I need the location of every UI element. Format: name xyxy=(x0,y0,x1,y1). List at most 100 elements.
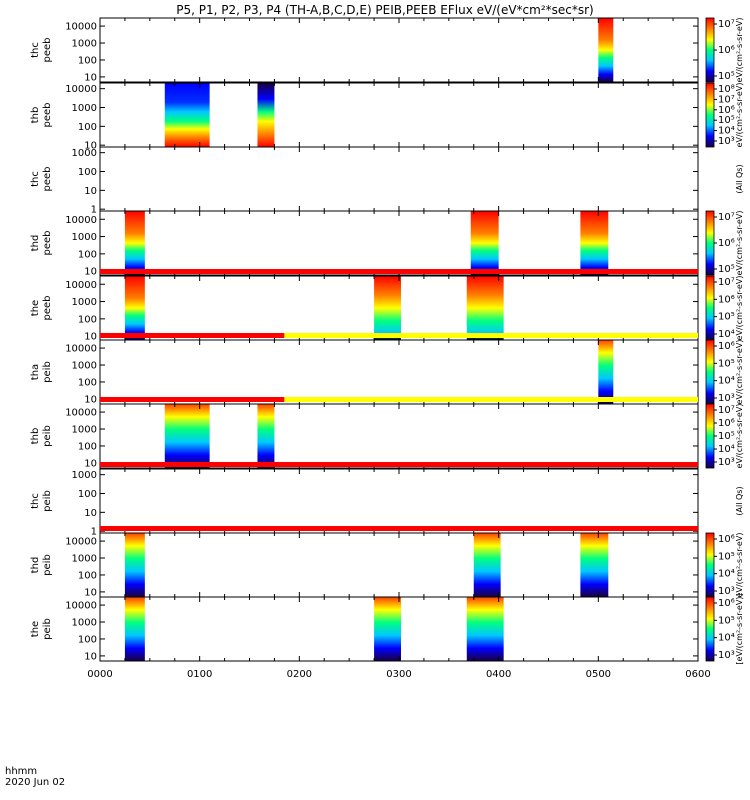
colorbar-label: eV/(cm²-s-sr-eV) xyxy=(735,276,744,341)
y-tick-label: 10 xyxy=(84,186,97,197)
colorbar-tick-label: 10³ xyxy=(718,457,735,468)
y-tick-label: 10 xyxy=(84,587,97,598)
y-tick-label: 10000 xyxy=(65,408,97,419)
product-label: peib xyxy=(42,361,53,383)
colorbar xyxy=(705,596,715,662)
probe-label: thb xyxy=(30,428,41,445)
mode-bar-segment xyxy=(284,333,698,338)
y-tick-label: 1 xyxy=(91,527,97,538)
spectrogram-block xyxy=(164,404,210,468)
spectrogram-block xyxy=(124,211,145,275)
colorbar-tick-label: 10⁶ xyxy=(718,294,735,305)
colorbar-label: eV/(cm²-s-sr-eV) xyxy=(735,340,744,405)
colorbar-tick-label: 10⁵ xyxy=(718,431,735,442)
colorbar-label: eV/(cm²-s-sr-eV) xyxy=(735,533,744,598)
colorbar-tick-label: 10⁵ xyxy=(718,312,735,323)
panel-thd-peib: 10000 1000 100 10 thd peib 10⁶ 10⁵ 10⁴ 10³ eV/(cm²… xyxy=(30,526,744,598)
y-tick-label: 100 xyxy=(78,489,97,500)
colorbar xyxy=(705,532,715,598)
spectrogram-block xyxy=(257,404,275,468)
product-label: peib xyxy=(42,490,53,512)
colorbar-tick-label: 10⁶ xyxy=(718,45,735,56)
panel-thb-peib: 10000 1000 100 10 thb peib 10⁷ 10⁶ 10⁵ 10⁴ 10³ eV/(… xyxy=(30,397,744,469)
probe-label: thc xyxy=(30,171,41,187)
colorbar-tick-label: 10⁷ xyxy=(718,19,735,30)
colorbar-tick-label: 10⁶ xyxy=(718,418,735,429)
probe-label: thc xyxy=(30,42,41,58)
y-tick-label: 100 xyxy=(78,122,97,133)
x-tick-label: 0400 xyxy=(486,669,511,680)
spectrogram-block xyxy=(124,276,145,340)
colorbar-label: (All Qs) xyxy=(735,486,744,515)
y-tick-label: 10 xyxy=(84,267,97,278)
y-tick-label: 10000 xyxy=(65,537,97,548)
y-tick-label: 10 xyxy=(84,72,97,83)
y-tick-label: 10 xyxy=(84,651,97,662)
product-label: peib xyxy=(42,618,53,640)
panel-the-peeb: 10000 1000 100 10 the peeb 10⁷ 10⁶ 10⁵ 10⁴ eV/(cm²… xyxy=(30,269,744,343)
colorbar-tick-label: 10⁴ xyxy=(718,444,735,455)
y-tick-label: 1 xyxy=(91,205,97,216)
colorbar-tick-label: 10⁶ xyxy=(718,238,735,249)
colorbar xyxy=(705,403,715,469)
colorbar-label: eV/(cm²-s-sr-eV) xyxy=(735,211,744,276)
spectrogram-block xyxy=(374,276,401,340)
panel-thc-peeb: 1000 100 10 1 thc peeb (All Qs) xyxy=(30,146,744,216)
mode-bar-segment xyxy=(100,333,285,338)
panel-frame xyxy=(99,146,699,212)
colorbar-tick-label: 10⁵ xyxy=(718,551,735,562)
colorbar xyxy=(705,339,715,405)
product-label: peeb xyxy=(42,231,53,256)
panel-thc-peeb: 10000 1000 100 10 thc peeb 10⁷ 10⁶ 10⁵ eV/(cm²-s-… xyxy=(30,17,744,83)
colorbar-tick-label: 10⁴ xyxy=(718,376,735,387)
y-tick-label: 100 xyxy=(78,377,97,388)
spectrogram-block xyxy=(164,83,210,147)
product-label: peib xyxy=(42,554,53,576)
product-label: peeb xyxy=(42,296,53,321)
product-label: peeb xyxy=(42,103,53,128)
spectrogram-block xyxy=(470,211,499,275)
colorbar-tick-label: 10⁷ xyxy=(718,405,735,416)
spectrogram-block xyxy=(374,597,401,661)
panel-the-peib: 10000 1000 100 10 the peib 10⁶ 10⁵ 10⁴ 10³ [eV/(cm… xyxy=(30,593,744,664)
colorbar-tick-label: 10⁶ xyxy=(718,105,735,116)
colorbar-label: eV/(cm²-s-sr-eV) xyxy=(735,404,744,469)
panel-tha-peib: 10000 1000 100 10 tha peib 10⁶ 10⁵ 10⁴ 10³ eV/(cm²… xyxy=(30,333,744,405)
y-tick-label: 100 xyxy=(78,167,97,178)
probe-label: the xyxy=(30,621,41,637)
y-tick-label: 100 xyxy=(78,570,97,581)
y-tick-label: 1000 xyxy=(72,39,97,50)
mode-bar-segment xyxy=(100,526,698,531)
colorbar-tick-label: 10⁶ xyxy=(718,598,735,609)
colorbar-tick-label: 10⁶ xyxy=(718,534,735,545)
colorbar-tick-label: 10⁵ xyxy=(718,71,735,82)
y-tick-label: 1000 xyxy=(72,425,97,436)
colorbar-tick-label: 10³ xyxy=(718,650,735,661)
y-tick-label: 10 xyxy=(84,141,97,152)
colorbar-tick-label: 10⁵ xyxy=(718,115,735,126)
colorbar-tick-label: 10⁴ xyxy=(718,329,735,340)
y-tick-label: 10 xyxy=(84,332,97,343)
colorbar-tick-label: 10³ xyxy=(718,586,735,597)
probe-label: thd xyxy=(30,557,41,574)
probe-label: thd xyxy=(30,235,41,252)
chart-title: P5, P1, P2, P3, P4 (TH-A,B,C,D,E) PEIB,P… xyxy=(176,3,593,17)
y-tick-label: 10 xyxy=(84,508,97,519)
colorbar-tick-label: 10⁷ xyxy=(718,94,735,105)
probe-label: thb xyxy=(30,107,41,124)
x-axis: 0000 0100 0200 0300 0400 0500 0600 xyxy=(87,669,710,680)
colorbar-tick-label: 10⁷ xyxy=(718,212,735,223)
colorbar-tick-label: 10³ xyxy=(718,136,735,147)
colorbar-tick-label: 10³ xyxy=(718,393,735,404)
mode-bar-segment xyxy=(100,269,698,274)
y-tick-label: 10 xyxy=(84,458,97,469)
y-tick-label: 100 xyxy=(78,634,97,645)
spectrogram-block xyxy=(257,83,275,147)
colorbar-tick-label: 10⁷ xyxy=(718,277,735,288)
y-tick-label: 100 xyxy=(78,55,97,66)
y-tick-label: 10000 xyxy=(65,280,97,291)
x-tick-label: 0300 xyxy=(386,669,411,680)
